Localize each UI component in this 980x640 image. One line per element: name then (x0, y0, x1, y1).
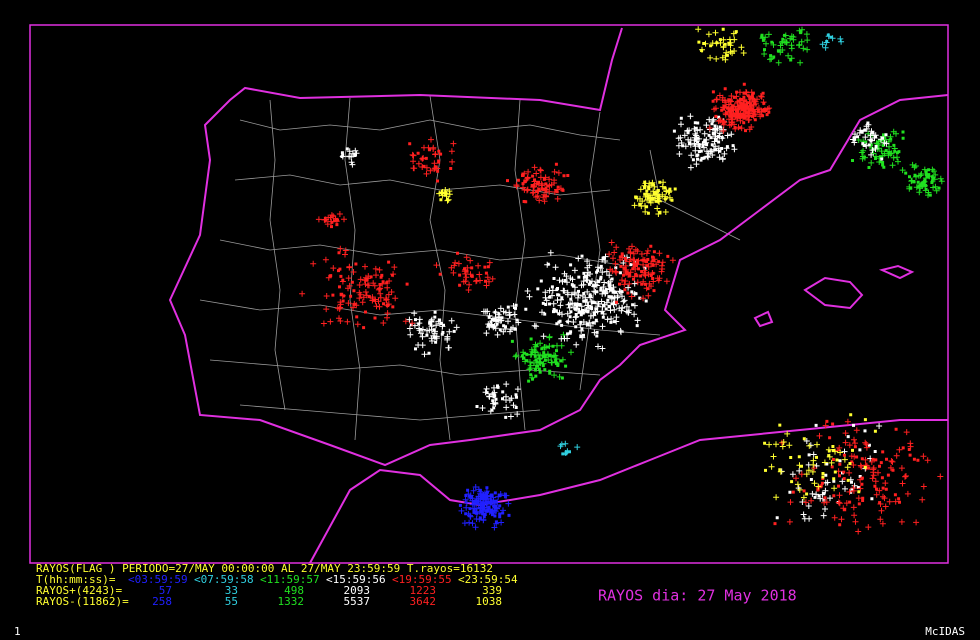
positive-count: 57 (159, 584, 172, 597)
positive-count: 2093 (344, 584, 371, 597)
provinces (199, 95, 741, 441)
footer-left: 1 (14, 625, 21, 638)
positive-count: 33 (225, 584, 238, 597)
interval-label: <07:59:58 (194, 573, 254, 586)
strike-group (557, 33, 845, 456)
negative-count: 258 (152, 595, 172, 608)
negative-label: RAYOS-(11862)= (36, 595, 129, 608)
interval-label: <15:59:56 (326, 573, 386, 586)
negative-count: 3642 (410, 595, 437, 608)
map (168, 27, 949, 564)
lightning-strikes (299, 26, 945, 535)
interval-label: <19:59:55 (392, 573, 452, 586)
strike-group (299, 82, 944, 535)
positive-count: 1223 (410, 584, 437, 597)
interval-label: <23:59:54 (458, 573, 518, 586)
positive-count: 498 (284, 584, 304, 597)
interval-label: <11:59:57 (260, 573, 320, 586)
negative-count: 1038 (476, 595, 503, 608)
strike-group (458, 484, 512, 531)
interval-label: <03:59:59 (128, 573, 188, 586)
header-line: RAYOS(FLAG ) PERIODO=27/MAY 00:00:00 AL … (36, 562, 493, 575)
legend: <03:59:5957258<07:59:583355<11:59:574981… (128, 573, 518, 608)
negative-count: 1332 (278, 595, 305, 608)
map-frame (29, 24, 949, 564)
negative-count: 5537 (344, 595, 371, 608)
strike-group (510, 26, 945, 383)
time-label: T(hh:mm:ss)= (36, 573, 116, 586)
strike-group (436, 26, 877, 501)
coastline (168, 27, 949, 564)
strike-group (339, 107, 890, 522)
negative-count: 55 (225, 595, 238, 608)
footer-right: McIDAS (925, 625, 965, 638)
map-title: RAYOS dia: 27 May 2018 (598, 587, 797, 605)
positive-count: 339 (482, 584, 502, 597)
positive-label: RAYOS+(4243)= (36, 584, 122, 597)
